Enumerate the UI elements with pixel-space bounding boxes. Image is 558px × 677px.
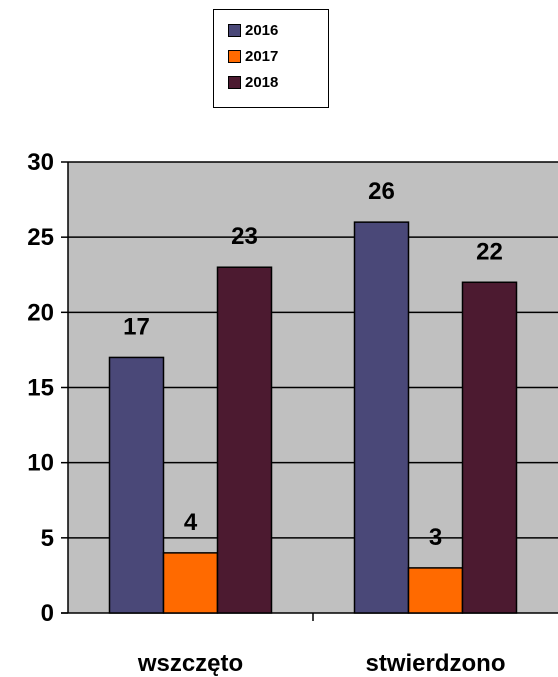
y-tick-label-10: 10 — [27, 450, 54, 477]
bar-2018-1 — [461, 281, 518, 614]
legend-label-2017: 2017 — [245, 47, 279, 65]
category-label-1: stwierdzono — [365, 650, 505, 677]
bar-2016-0 — [108, 356, 165, 614]
data-label-2016-1: 26 — [368, 178, 395, 205]
bar-2018-0 — [216, 266, 273, 614]
y-tick-label-0: 0 — [41, 600, 54, 627]
y-tick-label-15: 15 — [27, 375, 54, 402]
data-label-2018-1: 22 — [476, 238, 503, 265]
data-label-2018-0: 23 — [231, 223, 258, 250]
bar-2017-0 — [162, 552, 219, 614]
legend-swatch-2018 — [228, 75, 241, 89]
legend: 2016 2017 2018 — [213, 9, 329, 108]
legend-label-2018: 2018 — [245, 73, 279, 91]
legend-swatch-2017 — [228, 49, 241, 63]
data-label-2017-0: 4 — [184, 509, 198, 536]
y-tick-label-30: 30 — [27, 149, 54, 176]
legend-item-2018: 2018 — [228, 69, 328, 95]
legend-swatch-2016 — [228, 23, 241, 37]
y-tick-label-5: 5 — [41, 525, 54, 552]
y-tick-label-20: 20 — [27, 299, 54, 326]
data-label-2016-0: 17 — [123, 313, 150, 340]
bar-2017-1 — [407, 567, 464, 614]
data-label-2017-1: 3 — [429, 524, 442, 551]
legend-label-2016: 2016 — [245, 21, 279, 39]
category-label-0: wszczęto — [137, 650, 243, 677]
legend-item-2017: 2017 — [228, 43, 328, 69]
y-tick-label-25: 25 — [27, 224, 54, 251]
bar-2016-1 — [353, 221, 410, 614]
legend-item-2016: 2016 — [228, 17, 328, 43]
